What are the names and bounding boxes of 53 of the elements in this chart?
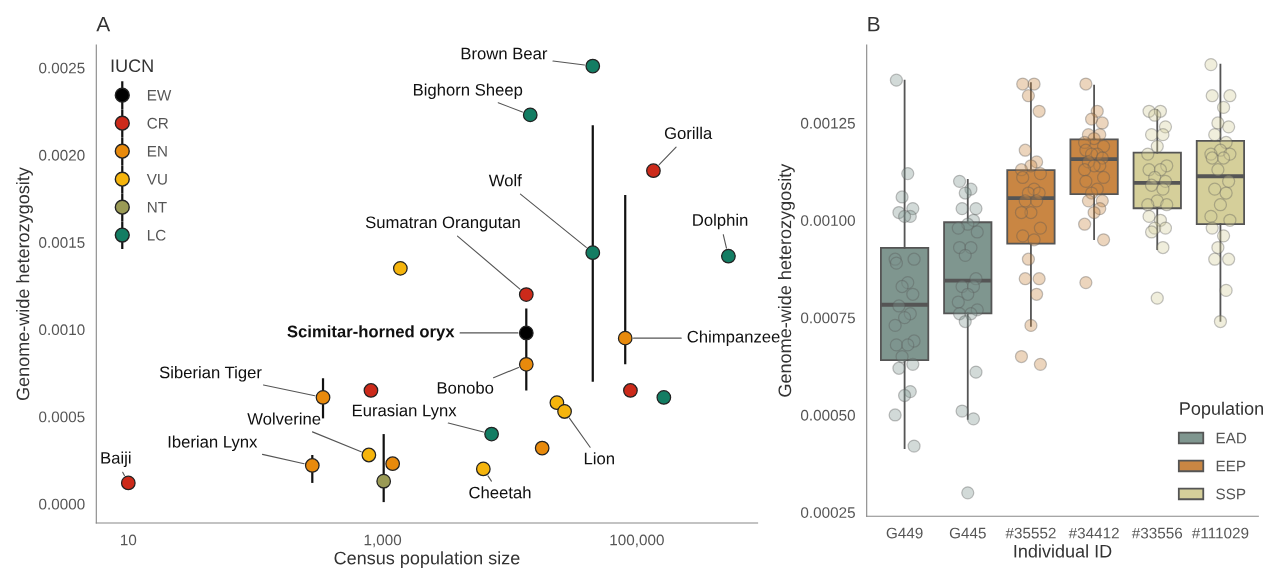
legend-label: EN	[147, 145, 167, 157]
y-tick-label: 0.00125	[800, 117, 855, 129]
y-axis-title: Genome-wide heterozygosity	[16, 167, 33, 401]
annotation: Lion	[584, 452, 614, 465]
legend-label: CR	[147, 117, 169, 129]
legend-label: EW	[147, 90, 172, 101]
x-tick-label: 10	[120, 534, 137, 546]
chart-title: B	[868, 16, 880, 32]
y-tick-label: 0.0010	[39, 324, 85, 336]
y-tick-label: 0.0000	[39, 498, 85, 510]
x-tick-label: 1,000	[364, 534, 402, 548]
annotation: Wolverine	[247, 412, 321, 425]
x-tick-label: #34412	[1068, 527, 1119, 539]
y-tick-label: 0.00100	[800, 215, 855, 226]
y-tick-label: 0.0015	[39, 237, 85, 248]
legend-label: VU	[146, 173, 167, 185]
legend-title: Population	[1180, 401, 1263, 419]
x-tick-label: 100,000	[610, 534, 664, 548]
y-tick-label: 0.0005	[39, 411, 85, 423]
x-tick-label: #35552	[1005, 527, 1056, 539]
legend-title: IUCN	[111, 59, 153, 73]
annotation: Cheetah	[469, 486, 531, 499]
x-tick-label: G449	[886, 527, 923, 539]
annotation: Brown Bear	[461, 47, 548, 60]
annotation: Eurasian Lynx	[352, 404, 457, 420]
chart-title: A	[96, 16, 111, 32]
legend-label: EEP	[1216, 460, 1246, 472]
x-axis-title: Census population size	[334, 551, 520, 568]
y-tick-label: 0.0025	[39, 62, 85, 74]
y-tick-label: 0.00050	[800, 409, 855, 421]
annotation: Wolf	[488, 174, 522, 187]
x-tick-label: G445	[949, 527, 986, 539]
annotation: Dolphin	[693, 213, 748, 230]
x-tick-label: #111029	[1191, 527, 1249, 539]
legend-label: LC	[147, 229, 166, 241]
annotation: Iberian Lynx	[168, 435, 258, 452]
annotation: Siberian Tiger	[159, 366, 262, 382]
annotation: Scimitar-horned oryx	[287, 325, 455, 341]
annotation: Bonobo	[437, 381, 494, 394]
annotation: Baiji	[101, 451, 131, 468]
legend-label: SSP	[1216, 488, 1246, 500]
legend-label: EAD	[1216, 432, 1247, 444]
x-axis-title: Individual ID	[1014, 544, 1112, 558]
y-tick-label: 0.0020	[39, 149, 85, 161]
x-tick-label: #33556	[1131, 527, 1183, 539]
y-tick-label: 0.00075	[800, 312, 855, 324]
y-axis-title: Genome-wide heterozygosity	[777, 163, 795, 397]
annotation: Chimpanzee	[687, 330, 780, 346]
annotation: Bighorn Sheep	[413, 83, 523, 100]
legend-label: NT	[147, 201, 167, 213]
annotation: Sumatran Orangutan	[365, 216, 520, 232]
y-tick-label: 0.00025	[800, 507, 855, 518]
annotation: Gorilla	[664, 126, 713, 140]
